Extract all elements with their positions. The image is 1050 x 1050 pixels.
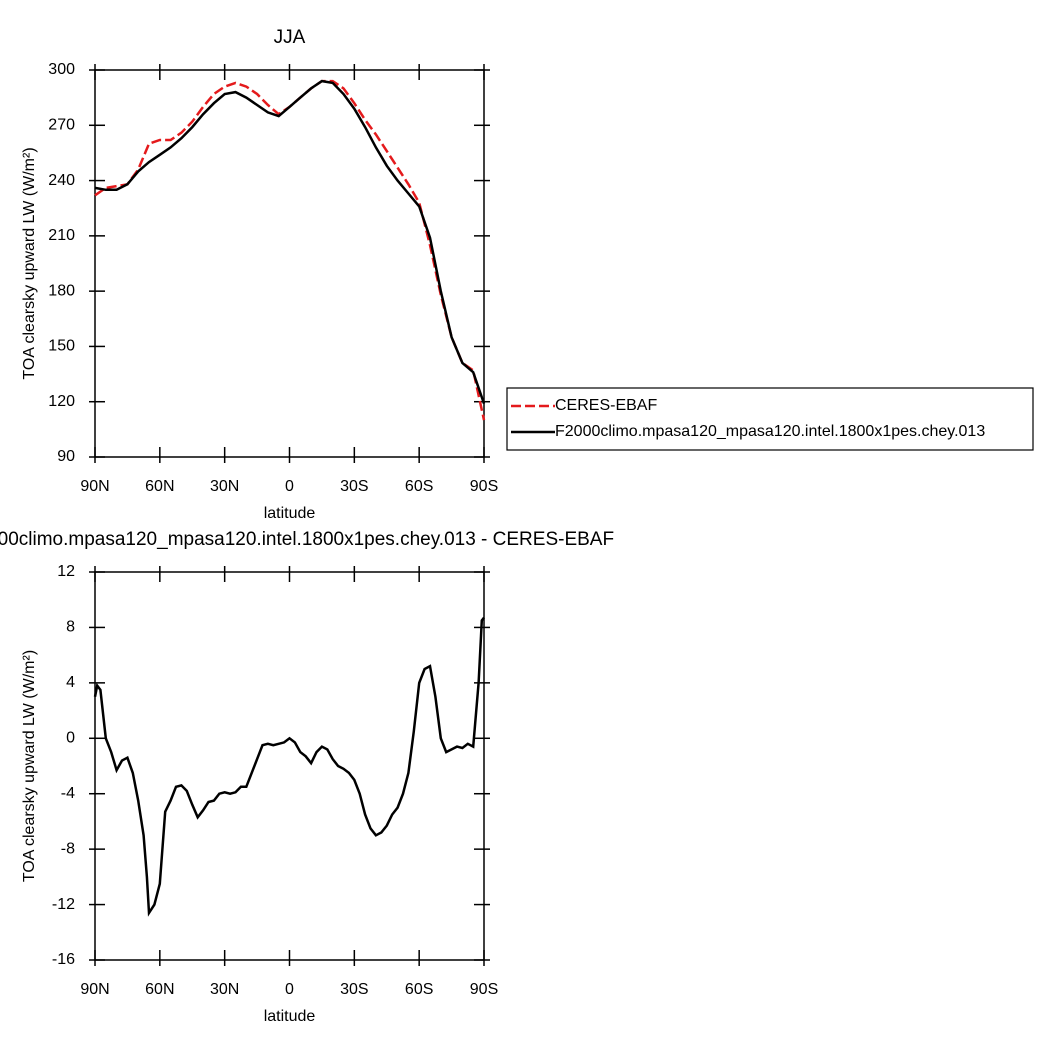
y-tick-label: 0 (66, 730, 75, 747)
legend-box (506, 387, 1034, 451)
legend-label: F2000climo.mpasa120_mpasa120.intel.1800x… (555, 423, 985, 440)
x-tick-label: 30N (210, 478, 239, 495)
y-tick-label: 240 (48, 172, 75, 189)
y-tick-label: 150 (48, 338, 75, 355)
legend-label: CERES-EBAF (555, 397, 657, 414)
y-tick-label: 90 (57, 448, 75, 465)
x-axis-label: latitude (264, 1008, 316, 1025)
y-tick-label: 12 (57, 563, 75, 580)
y-tick-label: 270 (48, 117, 75, 134)
x-tick-label: 60S (405, 478, 433, 495)
y-tick-label: -8 (61, 840, 75, 857)
plot-frame (94, 571, 485, 961)
x-tick-label: 0 (285, 478, 294, 495)
x-tick-label: 30N (210, 981, 239, 998)
x-tick-label: 90S (470, 981, 498, 998)
y-tick-label: 4 (66, 674, 75, 691)
y-tick-label: 180 (48, 282, 75, 299)
data-line (93, 616, 485, 917)
x-tick-label: 60N (145, 478, 174, 495)
x-tick-label: 90S (470, 478, 498, 495)
x-tick-label: 60N (145, 981, 174, 998)
x-tick-label: 90N (80, 478, 109, 495)
data-line (94, 79, 486, 405)
y-tick-label: 300 (48, 61, 75, 78)
x-tick-label: 90N (80, 981, 109, 998)
y-tick-label: 210 (48, 227, 75, 244)
y-axis-label: TOA clearsky upward LW (W/m²) (21, 650, 38, 882)
x-axis-label: latitude (264, 505, 316, 522)
x-tick-label: 30S (340, 981, 368, 998)
y-tick-label: -12 (52, 896, 75, 913)
chart-title: F2000climo.mpasa120_mpasa120.intel.1800x… (0, 529, 614, 550)
y-tick-label: -16 (52, 951, 75, 968)
y-tick-label: 8 (66, 619, 75, 636)
y-tick-label: -4 (61, 785, 75, 802)
x-tick-label: 30S (340, 478, 368, 495)
data-line (94, 79, 486, 421)
plot-frame (94, 69, 485, 458)
y-axis-label: TOA clearsky upward LW (W/m²) (21, 147, 38, 379)
chart-title: JJA (274, 27, 306, 48)
x-tick-label: 60S (405, 981, 433, 998)
x-tick-label: 0 (285, 981, 294, 998)
y-tick-label: 120 (48, 393, 75, 410)
